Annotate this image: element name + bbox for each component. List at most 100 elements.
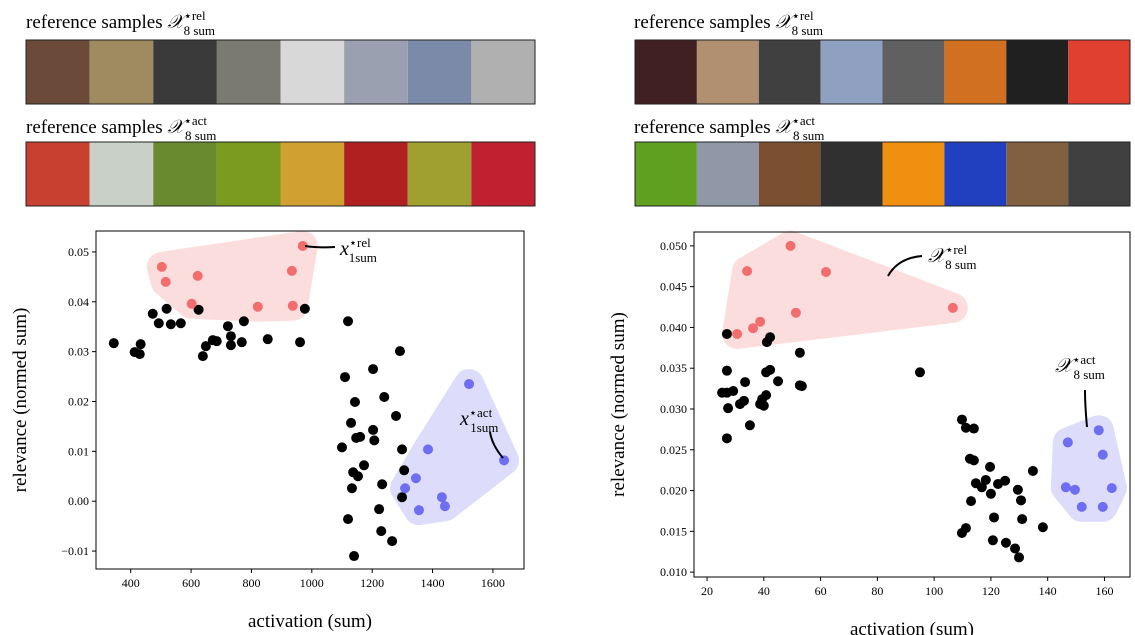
point (732, 329, 742, 339)
symbol: x (459, 408, 469, 430)
subscript: 8 sum (184, 23, 215, 38)
sample-image (697, 142, 759, 206)
point (1077, 502, 1087, 512)
y-tick-label: 0.040 (660, 320, 687, 334)
point (969, 424, 979, 434)
point (740, 377, 750, 387)
shaded-region (405, 384, 504, 510)
x-tick-label: 60 (815, 584, 827, 598)
heading-text: reference samples (26, 12, 163, 33)
x-tick-label: 400 (122, 576, 140, 590)
heading-text: reference samples (634, 12, 771, 33)
point (957, 528, 967, 538)
point (1098, 450, 1108, 460)
sample-image (217, 40, 281, 104)
point (337, 442, 347, 452)
subscript: 8 sum (793, 128, 824, 143)
point (464, 379, 474, 389)
point (154, 318, 164, 328)
superscript: ⋆rel (184, 8, 206, 23)
superscript: ⋆rel (945, 242, 967, 257)
point (821, 267, 831, 277)
subscript: 1sum (349, 250, 377, 265)
point (377, 479, 387, 489)
x-tick-label: 160 (1095, 584, 1113, 598)
y-tick-label: 0.03 (68, 345, 89, 359)
point (742, 266, 752, 276)
sample-image (471, 40, 535, 104)
heading: reference samples 𝒳⋆rel8 sum (634, 8, 823, 38)
point (423, 444, 433, 454)
sample-image (281, 40, 345, 104)
y-tick-label: 0.035 (660, 361, 687, 375)
x-axis-label: activation (sum) (248, 611, 372, 632)
point (350, 397, 360, 407)
superscript: ⋆act (792, 113, 816, 128)
point (161, 277, 171, 287)
shaded-region (737, 246, 953, 334)
point (395, 346, 405, 356)
point (343, 514, 353, 524)
superscript: ⋆act (1072, 352, 1096, 367)
sample-image (26, 40, 90, 104)
sample-image (944, 40, 1006, 104)
point (239, 316, 249, 326)
annotation: x⋆rel1sum (339, 235, 377, 265)
symbol: x (339, 238, 349, 260)
point (1017, 514, 1027, 524)
point (745, 420, 755, 430)
point (374, 504, 384, 514)
point (397, 444, 407, 454)
point (773, 376, 783, 386)
point (791, 308, 801, 318)
sample-image (1068, 40, 1130, 104)
superscript: ⋆act (469, 405, 493, 420)
point (1014, 552, 1024, 562)
point (1107, 483, 1117, 493)
point (739, 396, 749, 406)
point (765, 332, 775, 342)
point (109, 338, 119, 348)
x-tick-label: 40 (758, 584, 770, 598)
sample-image (153, 142, 217, 206)
point (989, 512, 999, 522)
subscript: 8 sum (185, 128, 216, 143)
point (223, 321, 233, 331)
point (346, 418, 356, 428)
point (300, 304, 310, 314)
x-tick-label: 100 (925, 584, 943, 598)
sample-image (344, 142, 408, 206)
point (966, 496, 976, 506)
point (1028, 466, 1038, 476)
figure: reference samples 𝒳⋆rel8 sumreference sa… (0, 0, 1135, 635)
heading-text: reference samples (26, 117, 163, 138)
point (440, 501, 450, 511)
point (349, 551, 359, 561)
point (722, 433, 732, 443)
sample-image (90, 142, 154, 206)
sample-image (408, 40, 472, 104)
point (347, 483, 357, 493)
point (237, 337, 247, 347)
y-axis-label: relevance (normed sum) (10, 308, 31, 493)
point (400, 483, 410, 493)
point (1001, 538, 1011, 548)
subscript: 8 sum (792, 23, 823, 38)
sample-image (1006, 142, 1068, 206)
x-tick-label: 20 (701, 584, 713, 598)
leader-line (305, 246, 335, 247)
x-tick-label: 600 (182, 576, 200, 590)
sample-image (883, 40, 945, 104)
point (226, 340, 236, 350)
sample-image (344, 40, 408, 104)
point (795, 348, 805, 358)
point (391, 411, 401, 421)
y-tick-label: 0.020 (660, 484, 687, 498)
point (295, 337, 305, 347)
y-tick-label: 0.05 (68, 245, 89, 259)
point (166, 319, 176, 329)
point (723, 403, 733, 413)
